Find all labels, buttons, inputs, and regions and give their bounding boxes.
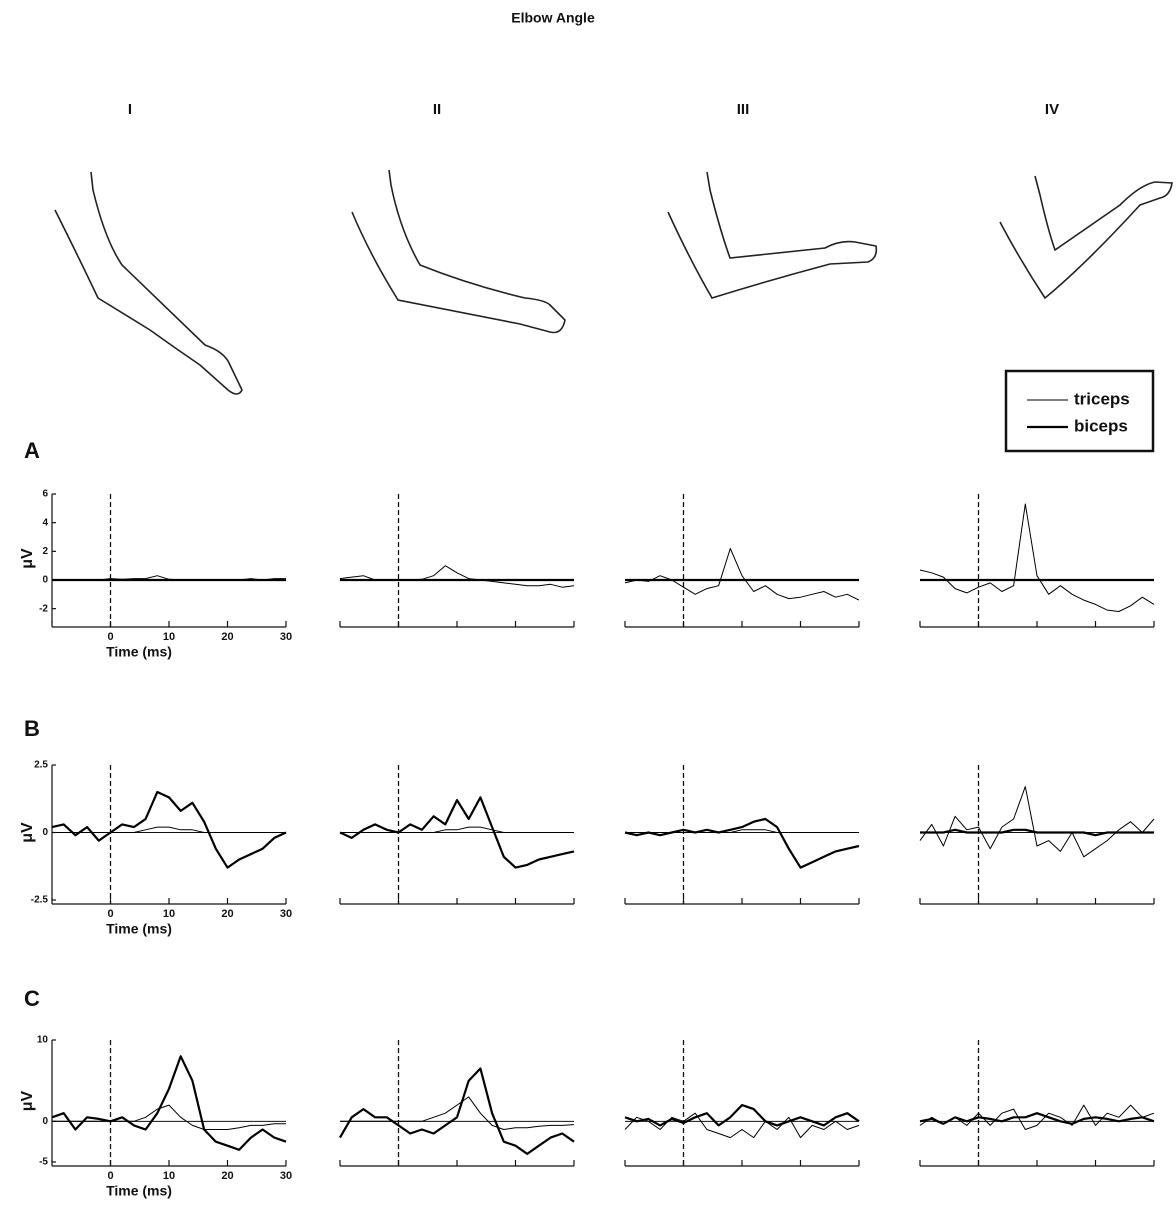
y-tick-label: 2 bbox=[42, 546, 48, 557]
x-tick-label: 0 bbox=[107, 1170, 113, 1182]
y-axis-label: μV bbox=[19, 548, 36, 569]
x-tick-label: 0 bbox=[107, 908, 113, 920]
x-tick-label: 0 bbox=[107, 631, 113, 643]
x-axis-label: Time (ms) bbox=[106, 644, 172, 660]
row-label: C bbox=[24, 986, 40, 1011]
x-tick-label: 30 bbox=[280, 908, 292, 920]
legend-label: biceps bbox=[1074, 416, 1128, 435]
y-tick-label: 0 bbox=[42, 575, 48, 586]
y-tick-label: -2 bbox=[39, 603, 48, 614]
x-tick-label: 20 bbox=[221, 908, 233, 920]
x-tick-label: 20 bbox=[221, 631, 233, 643]
x-tick-label: 30 bbox=[280, 631, 292, 643]
legend-label: triceps bbox=[1074, 389, 1130, 408]
y-tick-label: -2.5 bbox=[31, 895, 49, 906]
x-tick-label: 10 bbox=[163, 631, 175, 643]
row-label: B bbox=[24, 716, 40, 741]
y-tick-label: 4 bbox=[42, 517, 48, 528]
y-tick-label: -5 bbox=[39, 1157, 48, 1168]
column-label: IV bbox=[1045, 101, 1059, 118]
x-axis-label: Time (ms) bbox=[106, 921, 172, 937]
row-label: A bbox=[24, 438, 40, 463]
y-tick-label: 10 bbox=[37, 1035, 49, 1046]
x-tick-label: 20 bbox=[221, 1170, 233, 1182]
figure: Elbow Angle I II III IV A B C 0102030-20… bbox=[0, 0, 1176, 1207]
background bbox=[0, 0, 1176, 1207]
y-tick-label: 0 bbox=[42, 827, 48, 838]
column-label: III bbox=[737, 101, 750, 118]
y-tick-label: 0 bbox=[42, 1116, 48, 1127]
y-tick-label: 6 bbox=[42, 489, 48, 500]
legend-box bbox=[1006, 371, 1153, 451]
y-axis-label: μV bbox=[19, 1090, 36, 1111]
column-label: I bbox=[128, 101, 132, 118]
y-tick-label: 2.5 bbox=[34, 760, 48, 771]
x-tick-label: 30 bbox=[280, 1170, 292, 1182]
column-label: II bbox=[433, 101, 441, 118]
x-tick-label: 10 bbox=[163, 1170, 175, 1182]
y-axis-label: μV bbox=[19, 822, 36, 843]
figure-title: Elbow Angle bbox=[511, 10, 595, 26]
x-tick-label: 10 bbox=[163, 908, 175, 920]
x-axis-label: Time (ms) bbox=[106, 1183, 172, 1199]
